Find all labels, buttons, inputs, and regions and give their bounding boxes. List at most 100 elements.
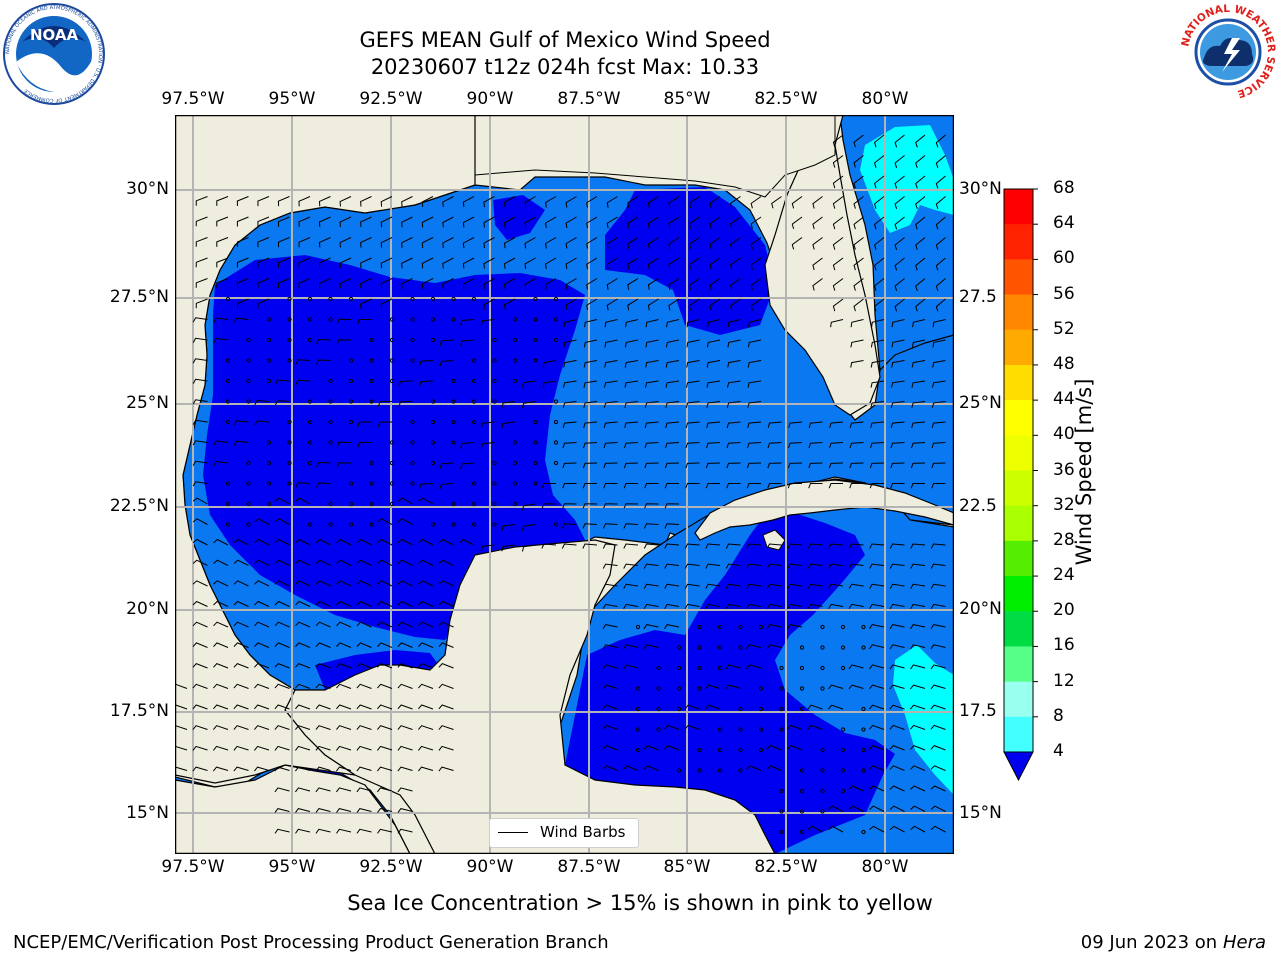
wind-barb — [380, 257, 393, 269]
legend-label: Wind Barbs — [540, 823, 626, 841]
wind-barb — [377, 704, 393, 710]
wind-barb — [602, 583, 618, 589]
wind-barb-calm-circle — [287, 337, 292, 343]
wind-barb — [684, 583, 700, 589]
wind-barb — [582, 503, 598, 509]
wind-barb — [336, 828, 352, 834]
wind-barb — [192, 317, 208, 323]
lon-label-top: 82.5°W — [754, 89, 818, 109]
wind-barb — [315, 663, 331, 669]
wind-barb — [339, 257, 352, 269]
wind-barb — [853, 155, 864, 168]
wind-barb — [688, 278, 700, 291]
wind-barb-calm-circle — [799, 809, 805, 814]
wind-barb — [377, 621, 393, 628]
wind-barb — [688, 298, 700, 311]
wind-barb — [665, 401, 680, 408]
wind-barb — [932, 319, 946, 328]
wind-barb — [357, 421, 372, 427]
wind-barb — [664, 462, 680, 469]
wind-barb — [869, 704, 885, 710]
wind-barb — [869, 583, 885, 589]
wind-barb-calm-circle — [492, 460, 497, 466]
wind-barb — [930, 704, 946, 710]
wind-barb — [377, 600, 393, 607]
wind-barb — [213, 559, 229, 566]
wind-barb — [935, 216, 946, 230]
wind-barb — [192, 559, 208, 566]
wind-barb-calm-circle — [861, 706, 866, 712]
wind-barb — [295, 704, 311, 710]
wind-barb — [645, 319, 659, 328]
wind-barb — [254, 399, 270, 406]
lon-label-bottom: 80°W — [861, 857, 909, 877]
wind-barb-calm-circle — [328, 419, 333, 425]
wind-barb — [869, 745, 885, 751]
wind-barb — [438, 559, 454, 566]
footer-credit: NCEP/EMC/Verification Post Processing Pr… — [13, 932, 609, 953]
wind-barb — [582, 543, 598, 549]
wind-barb-calm-circle — [389, 460, 395, 466]
wind-barb-calm-circle — [533, 481, 538, 486]
wind-barb — [890, 401, 905, 408]
wind-barb — [192, 766, 208, 772]
wind-barb — [935, 196, 946, 210]
wind-barb — [602, 745, 618, 751]
wind-barb — [254, 642, 270, 648]
wind-barb-calm-circle — [533, 460, 538, 466]
wind-barb — [645, 360, 659, 368]
wind-barb — [623, 462, 639, 469]
wind-barb — [541, 543, 557, 549]
wind-barb — [664, 483, 679, 489]
wind-barb — [602, 765, 618, 771]
wind-barb — [889, 825, 905, 833]
wind-barb — [889, 704, 905, 710]
wind-barb — [606, 257, 618, 270]
wind-barb — [889, 543, 905, 549]
wind-barb — [397, 828, 413, 834]
wind-barb — [910, 805, 926, 812]
wind-barb — [643, 583, 659, 589]
sea-ice-caption-text: Sea Ice Concentration > 15% is shown in … — [347, 891, 933, 915]
wind-barb — [295, 497, 311, 505]
colorbar-band — [1004, 470, 1033, 507]
wind-barb — [874, 155, 885, 168]
wind-barb — [336, 318, 352, 325]
wind-barb — [705, 603, 721, 609]
wind-barb — [336, 339, 352, 345]
wind-barb — [874, 134, 885, 148]
wind-barb — [787, 483, 802, 489]
wind-barb — [606, 298, 618, 311]
wind-barb — [336, 704, 352, 710]
wind-barb — [315, 766, 331, 772]
wind-barb — [421, 237, 434, 248]
wind-barb — [874, 196, 885, 209]
wind-barb — [602, 724, 618, 730]
wind-barb — [706, 421, 721, 429]
wind-barb-calm-circle — [430, 399, 436, 404]
lon-label-top: 87.5°W — [557, 89, 621, 109]
wind-barb — [483, 216, 495, 228]
wind-barb — [894, 257, 905, 271]
wind-barb — [377, 725, 393, 730]
wind-barb-calm-circle — [512, 481, 518, 486]
wind-barb — [910, 704, 926, 710]
wind-barb — [874, 298, 885, 312]
wind-barb — [726, 442, 741, 449]
wind-barb — [910, 583, 926, 589]
wind-barb — [848, 664, 864, 670]
wind-barb — [565, 298, 577, 311]
wind-barb-calm-circle — [225, 296, 231, 302]
wind-barb — [627, 278, 639, 290]
wind-barb — [871, 319, 885, 328]
wind-barb — [705, 583, 721, 589]
wind-barb — [195, 237, 208, 247]
wind-barb — [853, 134, 864, 148]
wind-barb — [910, 724, 926, 730]
wind-barb-calm-circle — [533, 337, 538, 343]
wind-barb — [869, 664, 885, 670]
wind-barb — [397, 787, 413, 793]
wind-barb — [705, 543, 721, 549]
wind-barb — [627, 216, 639, 229]
wind-barb — [747, 421, 762, 429]
